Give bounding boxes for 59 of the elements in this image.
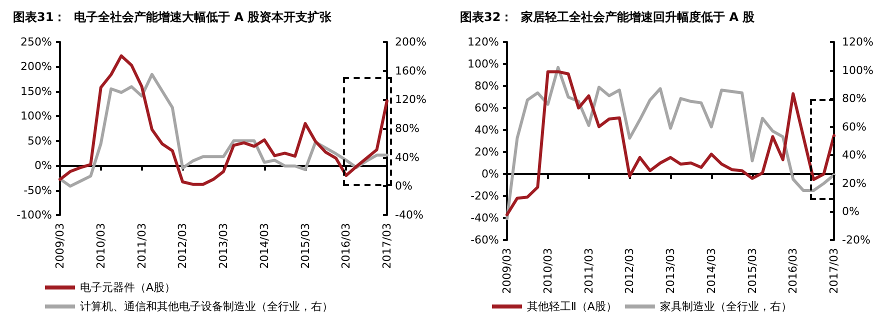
y-tick-label: 0% <box>482 168 499 180</box>
x-tick-label: 2016/03 <box>786 248 800 294</box>
x-tick-label: 2013/03 <box>664 248 677 294</box>
line-series <box>58 72 388 188</box>
x-tick-label: 2011/03 <box>582 248 596 294</box>
x-tick-label: 2017/03 <box>380 223 394 269</box>
y2-tick-label: 0% <box>842 205 860 218</box>
y2-tick-label: 20% <box>842 176 866 190</box>
y-tick-label: 100% <box>468 58 499 70</box>
y-tick-label: 80% <box>474 80 499 92</box>
legend-label: 电子元器件（A股） <box>80 281 176 294</box>
legend-label: 其他轻工Ⅱ（A股） <box>527 300 617 313</box>
y2-tick-label: 120% <box>395 93 426 106</box>
y2-tick-label: 200% <box>395 36 426 48</box>
y2-tick-label: 40% <box>842 148 866 162</box>
x-tick-label: 2014/03 <box>704 248 718 294</box>
x-tick-label: 2016/03 <box>340 223 353 269</box>
y2-tick-label: 80% <box>395 122 420 135</box>
x-tick-label: 2010/03 <box>94 223 108 269</box>
legend-label: 计算机、通信和其他电子设备制造业（全行业，右） <box>80 300 333 313</box>
x-tick-label: 2015/03 <box>746 248 759 294</box>
y-tick-label: 120% <box>468 36 499 48</box>
y-tick-label: 0% <box>34 159 52 172</box>
x-tick-label: 2011/03 <box>135 223 148 269</box>
y2-tick-label: 60% <box>842 120 866 134</box>
x-tick-label: 2017/03 <box>828 248 840 294</box>
chart-title: 图表31： 电子全社会产能增速大幅低于 A 股资本开支扩张 <box>13 10 333 24</box>
y2-tick-label: 120% <box>842 36 874 48</box>
legend-label: 家具制造业（全行业，右） <box>660 300 792 313</box>
y2-tick-label: -40% <box>395 208 424 222</box>
y-tick-label: 150% <box>20 84 52 98</box>
y-tick-label: 40% <box>474 124 499 136</box>
y-tick-label: 20% <box>474 146 499 158</box>
y2-tick-label: 100% <box>842 64 874 77</box>
y2-tick-label: 80% <box>842 92 866 106</box>
x-tick-label: 2013/03 <box>217 223 230 269</box>
y-tick-label: 60% <box>474 102 499 114</box>
x-tick-label: 2012/03 <box>176 223 190 269</box>
y-tick-label: -20% <box>470 190 499 202</box>
y-tick-label: -50% <box>24 184 52 197</box>
y-tick-label: -40% <box>470 212 499 224</box>
y-tick-label: 200% <box>20 60 52 74</box>
x-tick-label: 2014/03 <box>258 223 271 269</box>
y2-tick-label: -20% <box>842 234 870 246</box>
y2-tick-label: 160% <box>395 64 426 78</box>
y-tick-label: 250% <box>20 36 52 48</box>
x-tick-label: 2010/03 <box>541 248 554 294</box>
y2-tick-label: 0% <box>395 180 412 193</box>
y-tick-label: 100% <box>20 110 52 123</box>
x-tick-label: 2012/03 <box>623 248 636 294</box>
y-tick-label: 50% <box>28 134 52 148</box>
x-tick-label: 2009/03 <box>500 248 514 294</box>
line-series <box>58 54 388 186</box>
y2-tick-label: 40% <box>395 150 420 164</box>
x-tick-label: 2015/03 <box>298 223 312 269</box>
y-tick-label: -60% <box>470 234 499 246</box>
y-tick-label: -100% <box>16 208 52 222</box>
x-tick-label: 2009/03 <box>54 223 66 269</box>
chart-title: 图表32： 家居轻工全社会产能增速回升幅度低于 A 股 <box>460 10 756 24</box>
